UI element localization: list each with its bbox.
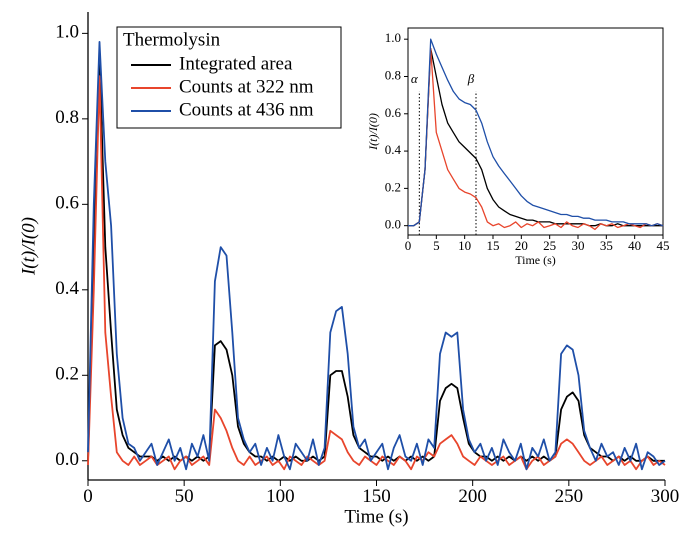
y-tick-label: 1.0 — [55, 22, 79, 43]
legend-label: Counts at 322 nm — [179, 76, 314, 97]
x-tick-label: 10 — [458, 238, 471, 253]
x-tick-label: 0 — [405, 238, 412, 253]
legend-box — [116, 26, 342, 129]
x-tick-label: 40 — [628, 238, 641, 253]
y-tick-label: 0.4 — [55, 278, 79, 299]
legend-title: Thermolysin — [123, 29, 221, 50]
x-axis-label: Time (s) — [515, 253, 556, 267]
plot-frame — [407, 27, 664, 236]
x-tick-label: 50 — [175, 486, 194, 507]
legend-label: Integrated area — [179, 53, 293, 74]
x-tick-label: 200 — [458, 486, 487, 507]
series-line — [408, 38, 664, 227]
legend-label: Counts at 436 nm — [179, 99, 314, 120]
y-tick-label: 0.6 — [55, 193, 79, 214]
series-line — [87, 75, 666, 471]
y-tick-label: 0.0 — [385, 217, 401, 232]
annotation: β — [467, 71, 475, 86]
x-tick-label: 30 — [572, 238, 585, 253]
x-tick-label: 100 — [266, 486, 295, 507]
y-tick-label: 0.2 — [385, 179, 401, 194]
inset-chart: 0 5 10 15 20 25 30 35 40 45 0.0 0.2 0.4 0.6 0.8 1.0 Time… — [366, 27, 670, 267]
y-axis-label: I(t)/I(0) — [366, 113, 380, 151]
annotation: α — [411, 71, 419, 86]
x-tick-label: 250 — [555, 486, 584, 507]
y-tick-label: 0.0 — [55, 449, 79, 470]
x-tick-label: 35 — [600, 238, 613, 253]
y-tick-label: 0.8 — [385, 67, 401, 82]
x-tick-label: 5 — [433, 238, 440, 253]
x-tick-label: 0 — [83, 486, 93, 507]
main-chart: 0 50 100 150 200 250 3000.00.20.40.60.81.0Time… — [18, 12, 679, 528]
y-tick-label: 0.8 — [55, 107, 79, 128]
series-line — [408, 47, 663, 227]
y-tick-label: 0.4 — [385, 142, 402, 157]
y-tick-label: 0.6 — [385, 105, 402, 120]
x-tick-label: 20 — [515, 238, 528, 253]
x-tick-label: 15 — [487, 238, 500, 253]
x-tick-label: 45 — [657, 238, 670, 253]
y-tick-label: 1.0 — [385, 30, 401, 45]
x-axis-label: Time (s) — [344, 507, 408, 528]
y-axis-label: I(t)/I(0) — [18, 217, 39, 276]
y-tick-label: 0.2 — [55, 364, 79, 385]
x-tick-label: 25 — [543, 238, 556, 253]
x-tick-label: 150 — [362, 486, 391, 507]
series-line — [87, 41, 666, 471]
series-line — [408, 47, 664, 231]
x-tick-label: 300 — [651, 486, 680, 507]
